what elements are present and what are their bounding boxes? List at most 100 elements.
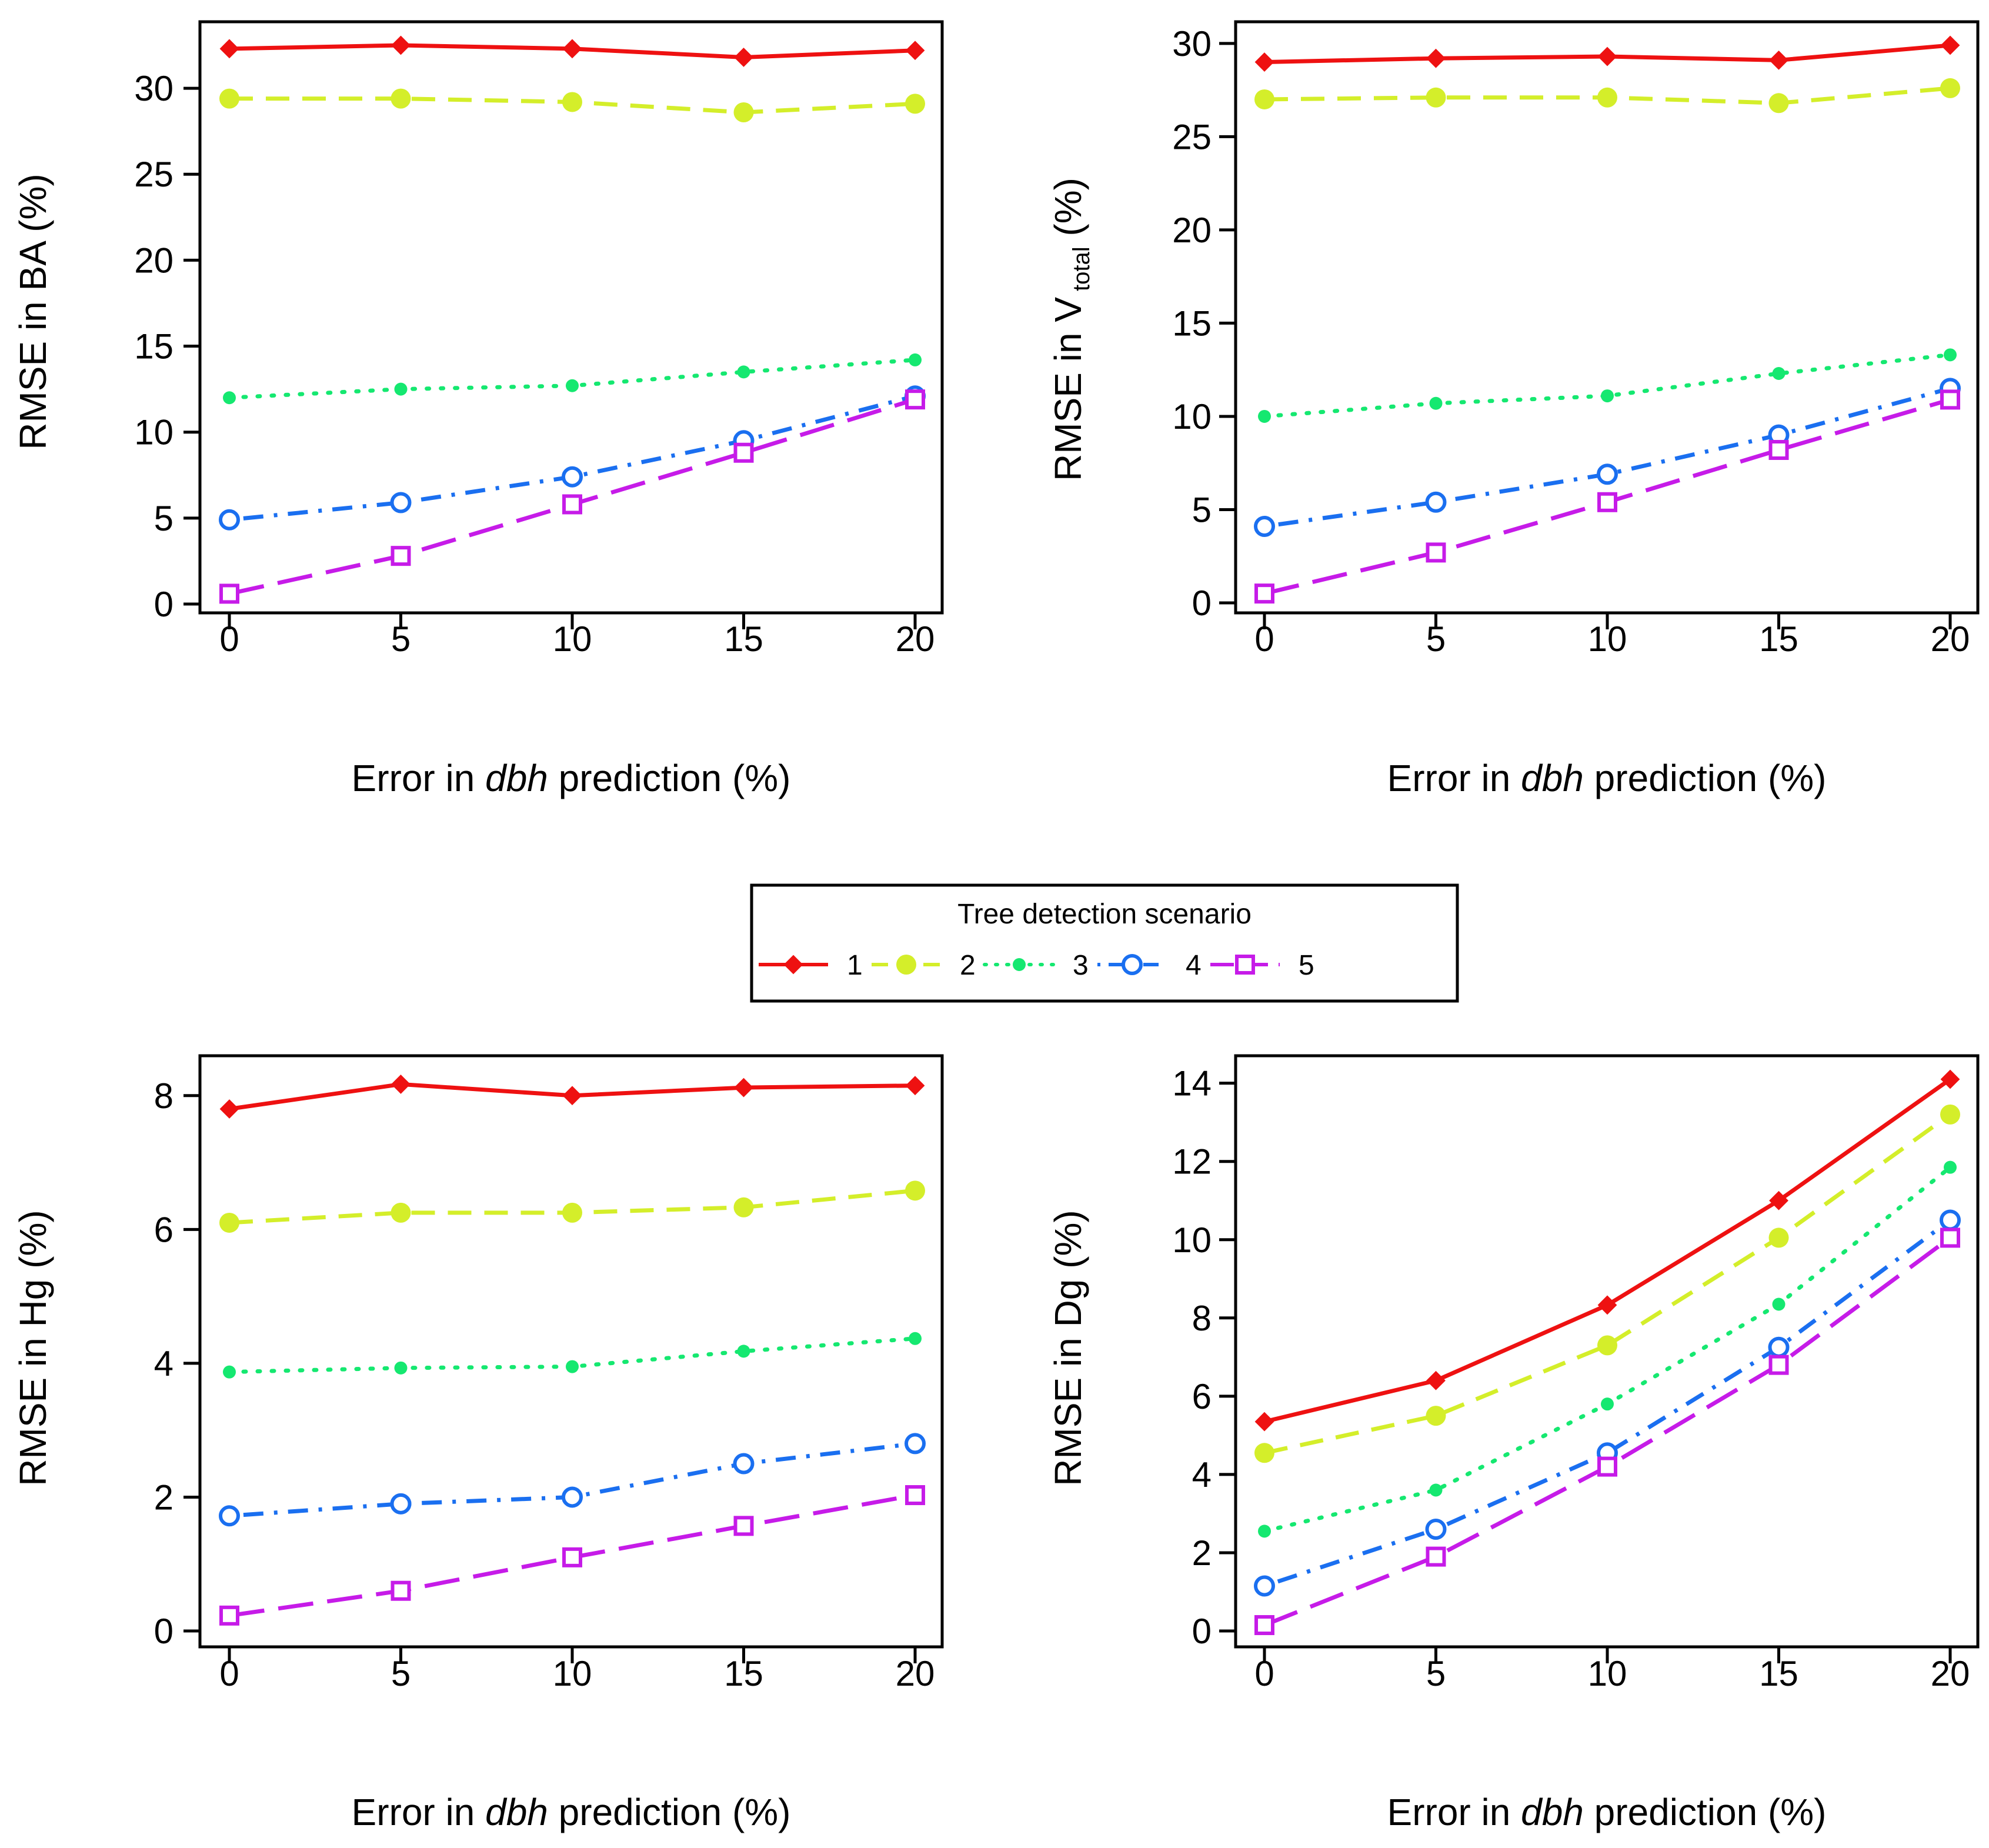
data-point [1426,542,1446,563]
data-point [905,1180,925,1201]
legend-label: 2 [960,950,976,981]
data-point [1944,348,1957,362]
data-point [223,391,236,405]
data-point [562,1086,582,1106]
y-tick-label: 0 [154,1612,173,1651]
data-point [1254,516,1275,538]
series-3 [1258,348,1957,423]
data-point [562,1202,582,1223]
y-tick-label: 4 [1192,1455,1212,1495]
series-5 [219,389,925,604]
y-tick-label: 10 [1172,397,1212,436]
data-point [1254,1443,1274,1463]
data-point [219,1212,239,1233]
y-tick-label: 12 [1172,1142,1212,1182]
y-tick-label: 10 [1172,1220,1212,1260]
data-point [1768,1336,1790,1358]
data-point [733,442,754,463]
data-point [1768,93,1789,114]
y-axis-title: RMSE in Vtotal (%) [1047,178,1094,481]
legend-marker [1122,954,1143,975]
data-point [1426,87,1446,108]
data-point [1254,89,1274,109]
chart-vtotal: 0 5 10 15 20 25 30 0 5 10 15 20 Error in dbh predict… [1047,20,1980,799]
x-tick-label: 15 [724,1654,763,1693]
y-tick-label: 4 [154,1344,173,1383]
data-point [1940,1104,1960,1125]
y-tick-label: 6 [1192,1377,1212,1416]
data-point [1426,1406,1446,1426]
data-point [1254,583,1274,604]
x-tick-label: 5 [391,1654,411,1693]
data-point [219,1099,239,1119]
legend-label: 5 [1299,950,1314,981]
x-axis-title: Error in dbh prediction (%) [352,1791,791,1833]
data-point [219,88,239,109]
data-point [566,1360,579,1373]
series-1 [219,35,925,67]
data-point [734,1078,753,1098]
data-point [219,583,239,604]
data-point [1429,1483,1443,1497]
series-1 [1254,1069,1960,1432]
x-tick-label: 5 [391,619,411,659]
data-point [1940,78,1960,98]
data-point [1601,389,1614,403]
y-tick-label: 5 [1192,490,1212,529]
data-point [909,1332,922,1345]
x-tick-label: 15 [1759,1654,1798,1693]
y-tick-label: 15 [134,327,173,366]
legend-entry-1: 1 [759,950,863,981]
series-3 [223,353,922,405]
data-point [1425,1519,1447,1540]
chart-dg: 0 2 4 6 8 10 12 14 0 5 10 15 20 Error in dbh predicti… [1047,1054,1980,1833]
data-point [905,1433,926,1455]
data-point [562,92,582,112]
y-tick-label: 8 [154,1076,173,1116]
series-3 [223,1332,922,1379]
x-tick-label: 0 [219,1654,239,1693]
data-point [1254,1615,1274,1636]
y-tick-label: 25 [134,155,173,194]
data-point [733,1453,755,1475]
series-3 [1258,1160,1957,1538]
data-point [1426,1370,1446,1390]
series-2 [1254,78,1960,114]
x-tick-label: 20 [1931,1654,1970,1693]
series-2 [1254,1104,1960,1463]
x-axis-title: Error in dbh prediction (%) [352,757,791,799]
legend-marker [896,955,916,975]
x-tick-label: 0 [1254,619,1274,659]
data-point [562,494,582,515]
legend-entry-5: 5 [1210,950,1314,981]
plot-frame [1234,20,1980,615]
series-line [1264,1113,1952,1455]
data-point [905,389,925,410]
y-tick-label: 2 [1192,1533,1212,1573]
data-point [1597,463,1618,485]
data-point [1258,409,1271,423]
y-tick-label: 14 [1172,1064,1212,1103]
y-tick-label: 8 [1192,1299,1212,1338]
data-point [1768,1227,1789,1248]
data-point [223,1365,236,1379]
data-point [1772,1297,1786,1311]
x-tick-label: 0 [219,619,239,659]
data-point [737,1345,750,1358]
data-point [1597,492,1617,512]
data-point [391,1074,411,1094]
series-line [1262,352,1953,419]
x-tick-label: 15 [724,619,763,659]
series-line [1263,1218,1952,1588]
data-point [737,365,750,379]
data-point [1254,52,1274,72]
data-point [394,1361,408,1375]
legend-entry-3: 3 [983,950,1089,981]
data-point [1940,1209,1961,1231]
x-tick-label: 10 [553,619,592,659]
data-point [1940,389,1960,410]
legend-marker [783,955,803,975]
data-point [1769,1190,1788,1210]
y-tick-label: 20 [1172,211,1212,250]
legend-marker [1235,955,1255,975]
